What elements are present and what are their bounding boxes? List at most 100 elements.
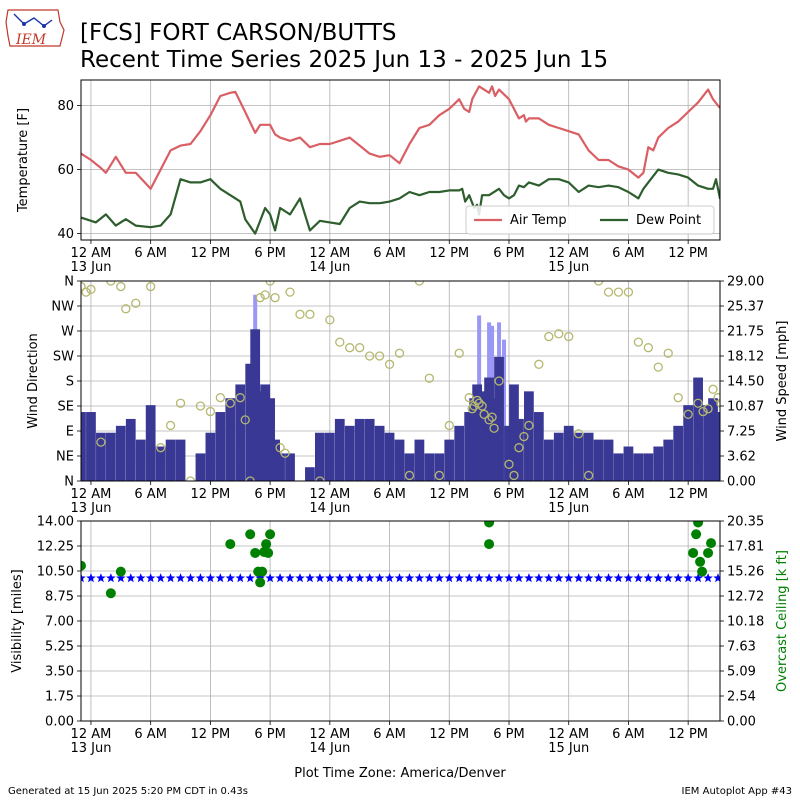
plot-area xyxy=(81,85,720,235)
direction-marker xyxy=(424,373,435,383)
x-tick-label: 12 PM xyxy=(668,487,708,502)
y2-tick-label: 15.26 xyxy=(727,565,764,580)
y-tick-label: NE xyxy=(56,450,74,465)
speed-bar xyxy=(245,363,256,481)
direction-marker xyxy=(673,393,683,403)
visibility-star-marker xyxy=(434,573,445,583)
x-tick-day-label: 15 Jun xyxy=(548,260,589,275)
speed-bar xyxy=(643,453,654,481)
visibility-star-marker xyxy=(613,573,624,583)
visibility-star-marker xyxy=(713,573,720,583)
visibility-star-marker xyxy=(195,573,206,583)
speed-bar xyxy=(524,391,534,481)
speed-bar xyxy=(275,453,285,481)
direction-marker xyxy=(325,315,335,325)
direction-marker xyxy=(477,401,487,411)
direction-marker xyxy=(494,376,504,386)
speed-bar xyxy=(673,425,684,481)
speed-bar xyxy=(86,412,96,481)
speed-bar xyxy=(315,432,325,481)
x-tick-label: 12 PM xyxy=(191,727,231,742)
visibility-star-marker xyxy=(106,573,116,583)
wind-direction-axis-label: Wind Direction xyxy=(26,333,41,429)
direction-marker xyxy=(175,398,186,408)
speed-bar xyxy=(563,425,574,481)
speed-bar xyxy=(96,432,106,481)
x-tick-label: 12 AM xyxy=(309,487,350,502)
direction-marker xyxy=(564,331,574,342)
direction-marker xyxy=(131,298,141,308)
x-tick-day-label: 15 Jun xyxy=(548,741,589,756)
speed-bar xyxy=(514,418,524,481)
y2-tick-label: 20.35 xyxy=(727,515,764,530)
ceiling-marker xyxy=(697,566,708,577)
legend: Air Temp Dew Point xyxy=(465,205,715,235)
axes-frame xyxy=(80,79,721,241)
direction-marker xyxy=(708,384,718,394)
visibility-star-marker xyxy=(474,573,484,583)
ceiling-marker xyxy=(255,577,266,588)
direction-marker xyxy=(514,443,524,453)
direction-marker xyxy=(275,443,285,453)
direction-marker xyxy=(583,470,594,481)
ceiling-marker xyxy=(81,560,86,571)
speed-bar xyxy=(255,391,266,481)
x-tick-day-label: 14 Jun xyxy=(309,501,350,516)
x-tick-label: 6 AM xyxy=(612,246,645,261)
speed-bar xyxy=(334,418,345,481)
direction-marker xyxy=(534,359,544,369)
speed-bar xyxy=(713,412,720,481)
x-tick-label: 6 AM xyxy=(373,487,406,502)
y-tick-label: SE xyxy=(58,400,74,415)
visibility-star-marker xyxy=(335,573,345,583)
logo-text: IEM xyxy=(15,32,47,48)
visibility-star-marker xyxy=(275,573,285,583)
direction-marker xyxy=(335,337,345,347)
direction-marker xyxy=(345,343,355,353)
direction-marker xyxy=(394,348,405,358)
visibility-star-marker xyxy=(394,573,405,583)
visibility-star-marker xyxy=(623,573,634,583)
visibility-star-marker xyxy=(205,573,216,583)
direction-marker xyxy=(384,359,395,369)
ceiling-marker xyxy=(688,547,699,558)
direction-marker xyxy=(280,448,290,458)
direction-marker xyxy=(693,398,703,408)
speed-bar xyxy=(533,412,544,481)
iem-logo: IEM xyxy=(5,9,65,48)
speed-bar xyxy=(414,439,425,481)
legend-box xyxy=(465,205,715,235)
direction-marker xyxy=(404,470,415,481)
y2-tick-label: 25.37 xyxy=(727,300,764,315)
speed-bar xyxy=(494,356,504,481)
x-tick-label: 12 PM xyxy=(429,246,469,261)
y-tick-label: 80 xyxy=(57,99,74,114)
x-tick-label: 12 AM xyxy=(309,727,350,742)
speed-bar xyxy=(553,432,564,481)
x-tick-day-label: 13 Jun xyxy=(70,260,111,275)
y2-tick-label: 3.62 xyxy=(727,450,756,465)
gust-bar xyxy=(502,339,507,481)
speed-bar xyxy=(489,398,499,481)
speed-bar xyxy=(250,329,261,481)
visibility-star-marker xyxy=(235,573,245,583)
direction-marker xyxy=(106,281,116,286)
direction-marker xyxy=(509,470,519,481)
direction-marker xyxy=(434,470,444,481)
y2-tick-label: 5.09 xyxy=(727,665,756,680)
x-tick-label: 12 PM xyxy=(668,246,708,261)
speed-bar xyxy=(285,453,295,481)
ceiling-marker xyxy=(691,529,702,540)
direction-marker xyxy=(285,287,295,297)
speed-bar xyxy=(215,412,226,481)
visibility-star-marker xyxy=(683,573,693,583)
y2-tick-label: 10.18 xyxy=(727,615,764,630)
visibility-star-marker xyxy=(583,573,594,583)
axes-frame xyxy=(80,520,721,722)
y2-tick-label: 18.12 xyxy=(727,350,764,365)
direction-marker xyxy=(593,281,604,286)
visibility-star-marker xyxy=(315,573,325,583)
speed-bar xyxy=(265,398,275,481)
visibility-star-marker xyxy=(374,573,385,583)
